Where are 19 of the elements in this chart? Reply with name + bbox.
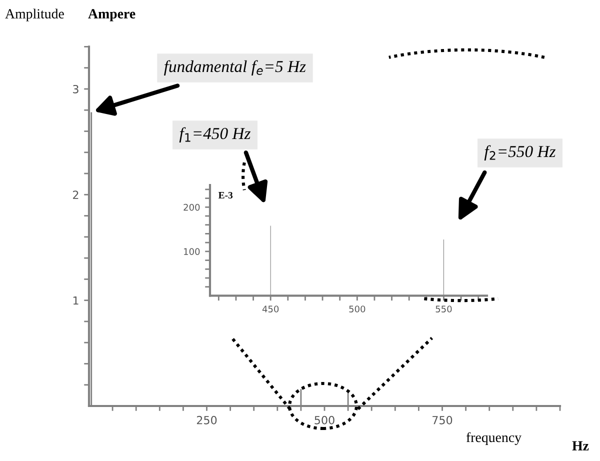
x-tick-label: 500 (314, 416, 334, 424)
x-tick-label: 550 (436, 306, 452, 312)
y-axis-title: Amplitude (5, 8, 64, 22)
x-tick-label: 250 (196, 416, 217, 424)
x-tick-label: 450 (262, 306, 279, 312)
text: Ampere (88, 9, 136, 22)
y-tick-label: 2 (73, 190, 78, 199)
y-tick-label: 3 (73, 84, 78, 94)
annotation: f$_{2}$=550 Hz (484, 145, 556, 161)
x-axis-title: frequency (466, 432, 522, 445)
y-tick-label: 1 (73, 296, 78, 305)
annotation: f$_{1}$=450 Hz (179, 127, 251, 143)
x-tick-label: 750 (432, 416, 452, 424)
x-tick-label: 500 (349, 306, 366, 312)
y-axis-title: E-3 (218, 192, 233, 199)
annotation: fundamental f$_{e}$=5 Hz (164, 60, 306, 76)
text: Hz (572, 441, 589, 450)
y-tick-label: 200 (184, 204, 200, 211)
y-tick-label: 100 (184, 248, 200, 255)
